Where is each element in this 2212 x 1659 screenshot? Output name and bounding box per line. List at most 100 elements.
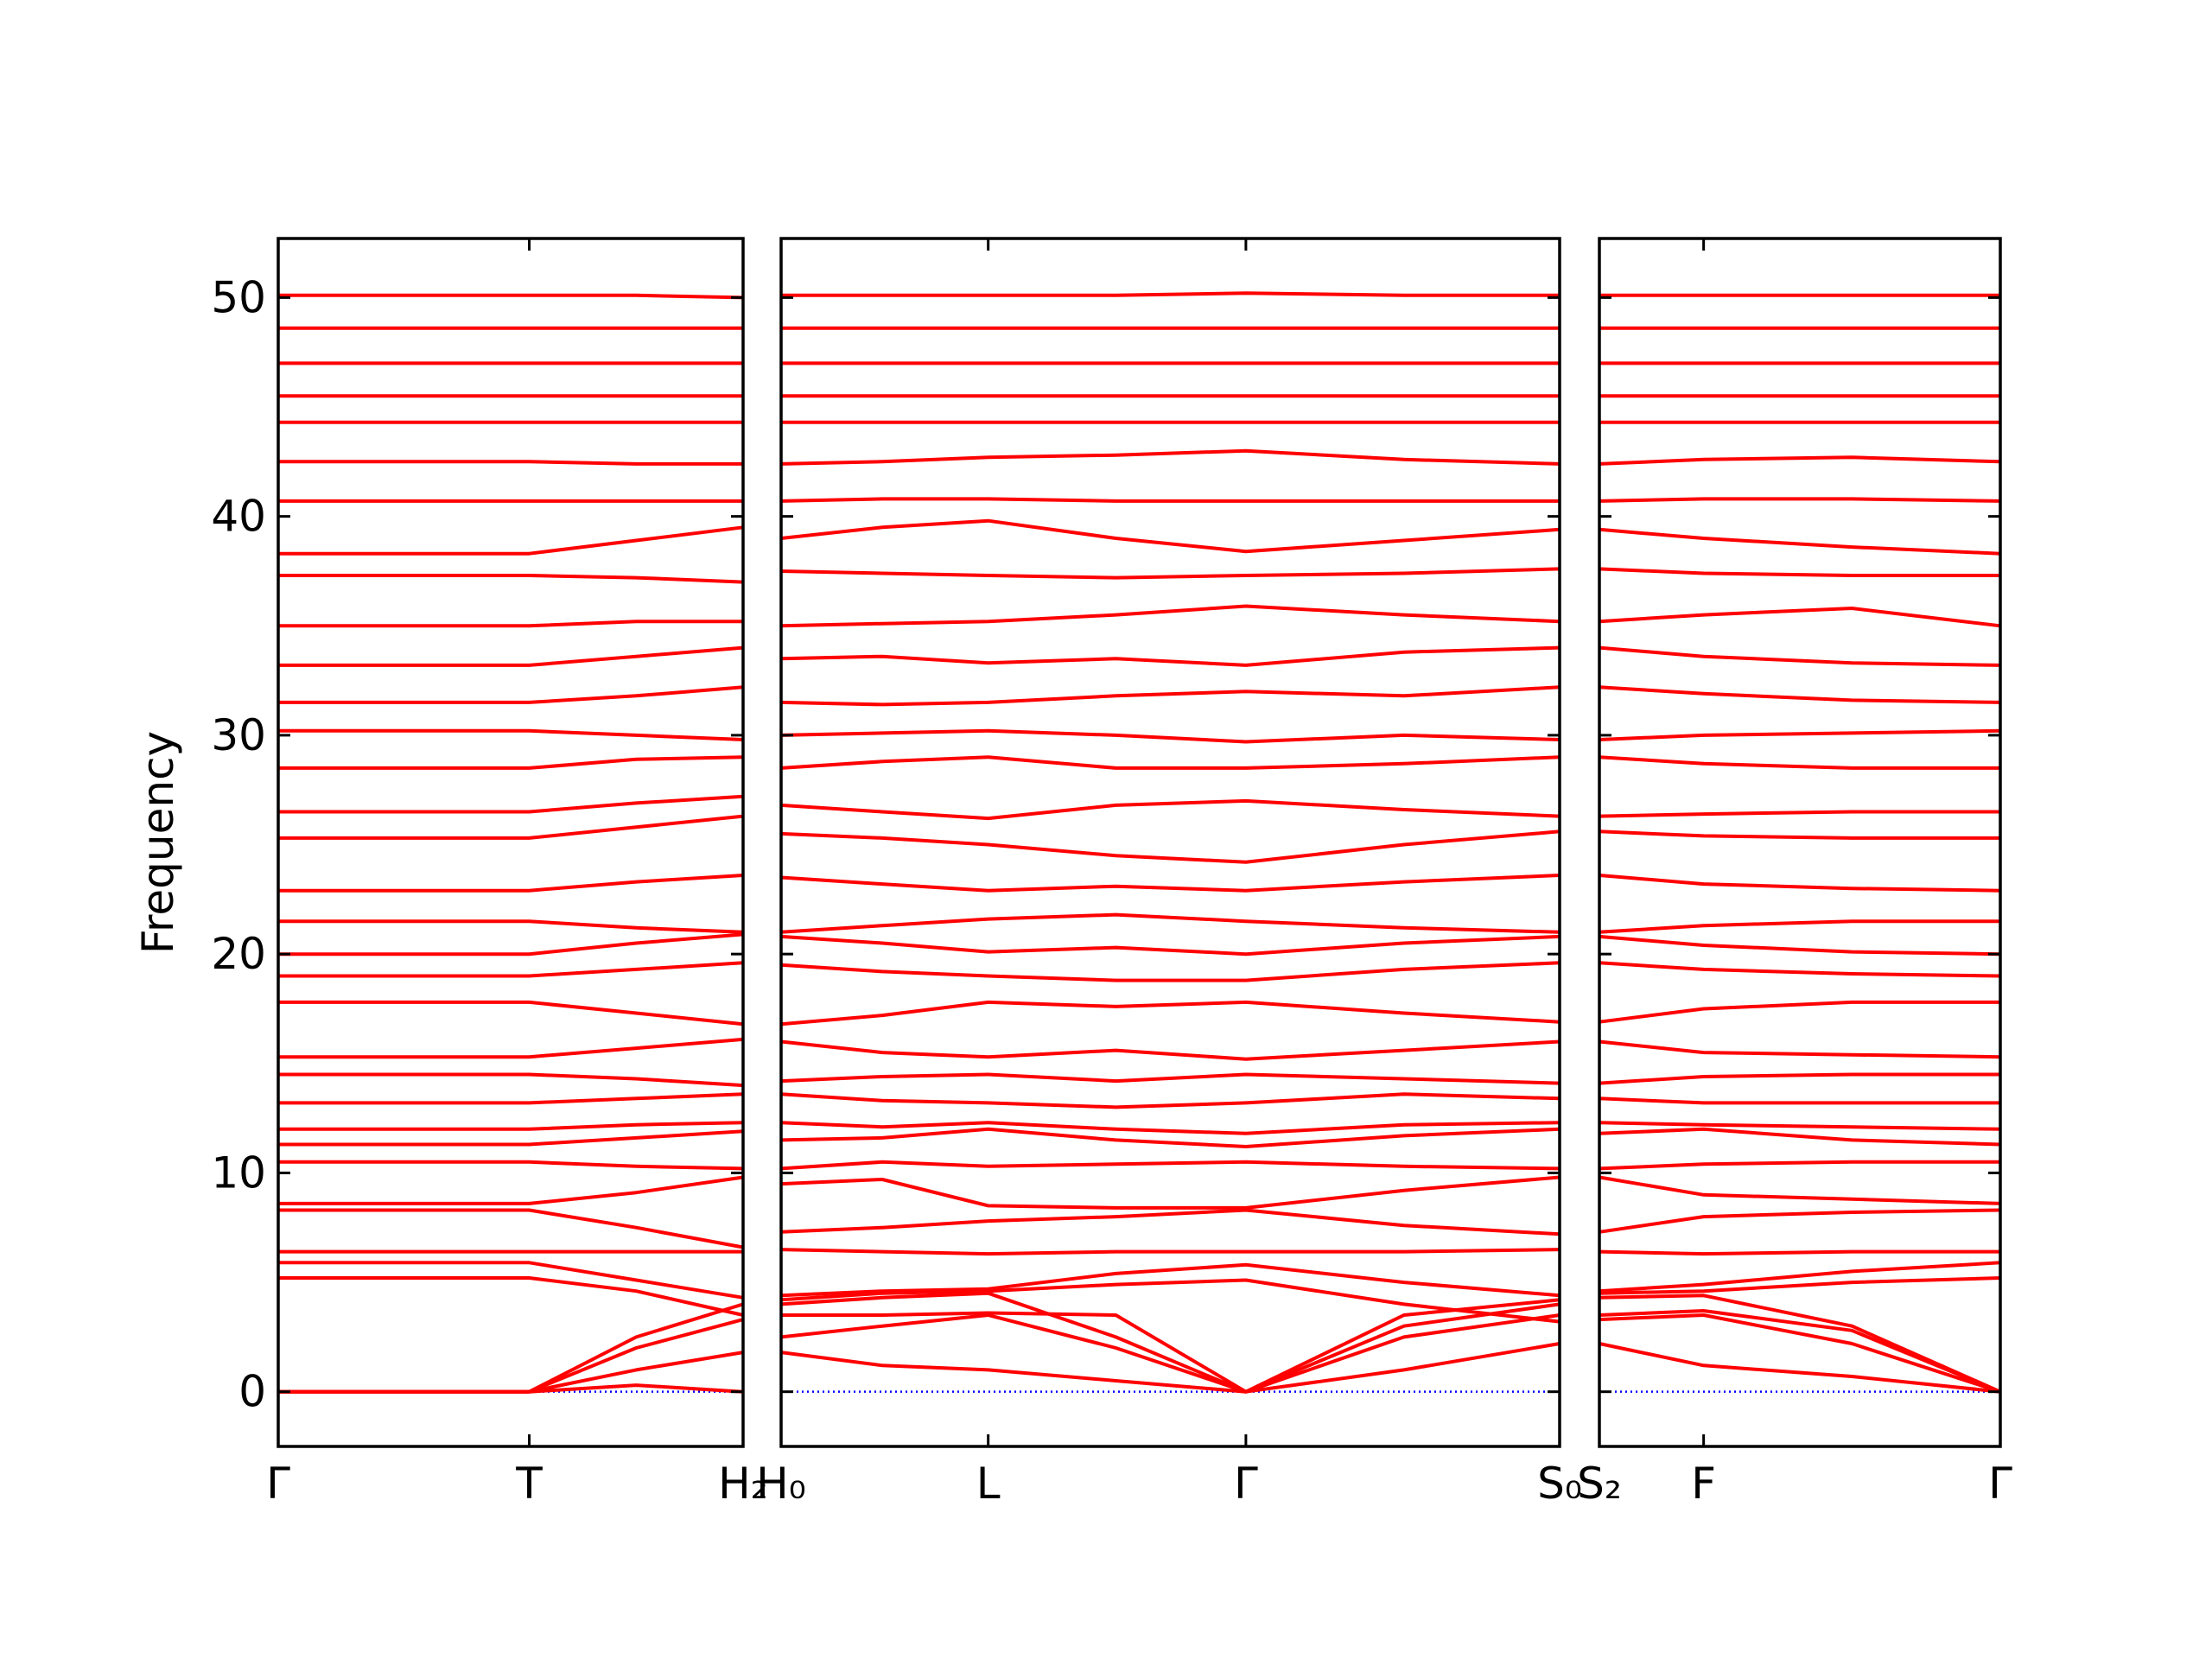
band-line: [278, 574, 744, 584]
y-tick-label: 30: [211, 710, 266, 760]
band-line: [278, 728, 744, 741]
band-line: [1599, 1309, 2001, 1394]
band-line: [1599, 961, 2001, 978]
band-line: [1599, 755, 2000, 770]
x-tick-label: S₂: [1577, 1459, 1622, 1509]
band-line: [278, 814, 744, 840]
band-line: [780, 934, 1560, 957]
band-line: [278, 460, 743, 466]
band-line: [1599, 685, 2001, 704]
x-tick-label: Γ: [1234, 1459, 1258, 1509]
band-line: [1599, 607, 2001, 628]
x-tick-label: L: [976, 1459, 1001, 1509]
plot-frame: [1598, 237, 2002, 1448]
band-line: [1599, 874, 2001, 893]
band-line: [1599, 1072, 2000, 1085]
band-line: [1599, 1342, 2001, 1394]
band-line: [278, 1092, 744, 1105]
plot-frame: [779, 237, 1561, 1448]
band-line: [780, 1342, 1560, 1394]
band-line: [780, 685, 1560, 707]
y-axis-label: Frequency: [133, 731, 183, 954]
band-line: [1599, 567, 2000, 577]
x-tick-label: H₀: [756, 1459, 806, 1509]
x-tick-label: F: [1691, 1459, 1716, 1509]
band-line: [1599, 830, 2000, 840]
y-tick-label: 40: [211, 492, 266, 542]
band-line: [780, 755, 1560, 770]
band-line: [780, 1291, 1560, 1394]
band-line: [780, 912, 1560, 934]
band-line: [780, 961, 1560, 982]
band-line: [278, 932, 744, 957]
band-line: [1599, 810, 2000, 818]
band-line: [1599, 1208, 2001, 1234]
band-line: [780, 1160, 1560, 1171]
band-line: [278, 1175, 744, 1205]
band-line: [780, 604, 1560, 628]
band-line: [1599, 1127, 2001, 1147]
band-line: [1599, 1276, 2001, 1295]
x-tick-label: Γ: [1988, 1459, 2012, 1509]
band-line: [780, 1127, 1560, 1148]
band-line: [1599, 919, 2000, 934]
band-line: [780, 1208, 1560, 1236]
band-line: [1599, 1294, 2001, 1394]
band-line: [278, 1318, 744, 1394]
x-tick-label: Γ: [266, 1459, 290, 1509]
band-line: [278, 645, 744, 667]
x-tick-label: T: [515, 1459, 543, 1509]
y-tick-label: 10: [211, 1147, 266, 1198]
band-line: [278, 620, 743, 628]
band-line: [1599, 1261, 2001, 1294]
y-tick-label: 20: [211, 929, 266, 979]
plot-frame: [276, 237, 745, 1448]
band-line: [780, 518, 1560, 554]
y-tick-label: 50: [211, 272, 266, 322]
band-line: [1599, 455, 2001, 466]
panel: S₂ F Γ: [1577, 237, 2012, 1509]
band-line: [780, 1072, 1560, 1085]
band-line: [278, 874, 744, 893]
band-line: [780, 1278, 1560, 1324]
band-line: [278, 1072, 744, 1088]
band-line: [781, 1302, 1560, 1394]
band-line: [1599, 934, 2001, 957]
band-line: [780, 567, 1560, 580]
band-line: [278, 1160, 744, 1171]
band-line: [278, 1302, 744, 1394]
band-line: [1599, 1121, 2001, 1131]
band-line: [278, 1121, 744, 1131]
x-tick-label: S₀: [1537, 1459, 1582, 1509]
band-line: [278, 919, 744, 934]
band-line: [1599, 1175, 2001, 1205]
band-line: [278, 961, 744, 978]
band-line: [780, 1000, 1560, 1027]
band-line: [278, 1129, 744, 1147]
band-line: [780, 497, 1560, 503]
band-line: [780, 448, 1560, 466]
band-line: [1599, 527, 2001, 556]
band-line: [1599, 1096, 2000, 1105]
band-line: [1599, 1039, 2001, 1059]
band-line: [278, 794, 744, 814]
band-line: [780, 728, 1560, 744]
band-line: [278, 293, 744, 300]
band-line: [1599, 1249, 2000, 1256]
band-line: [1599, 728, 2001, 741]
band-line: [278, 1000, 744, 1027]
band-line: [780, 1092, 1560, 1109]
y-tick-label: 0: [238, 1367, 266, 1417]
band-line: [780, 1262, 1560, 1298]
band-line: [278, 1037, 744, 1059]
band-line: [780, 830, 1560, 864]
band-line: [780, 874, 1560, 893]
band-line: [278, 1208, 744, 1249]
band-line: [278, 755, 744, 770]
band-line: [1599, 1000, 2000, 1024]
band-line: [780, 1248, 1560, 1256]
band-line: [278, 525, 744, 556]
band-line: [278, 1276, 744, 1317]
band-line: [781, 291, 1560, 297]
